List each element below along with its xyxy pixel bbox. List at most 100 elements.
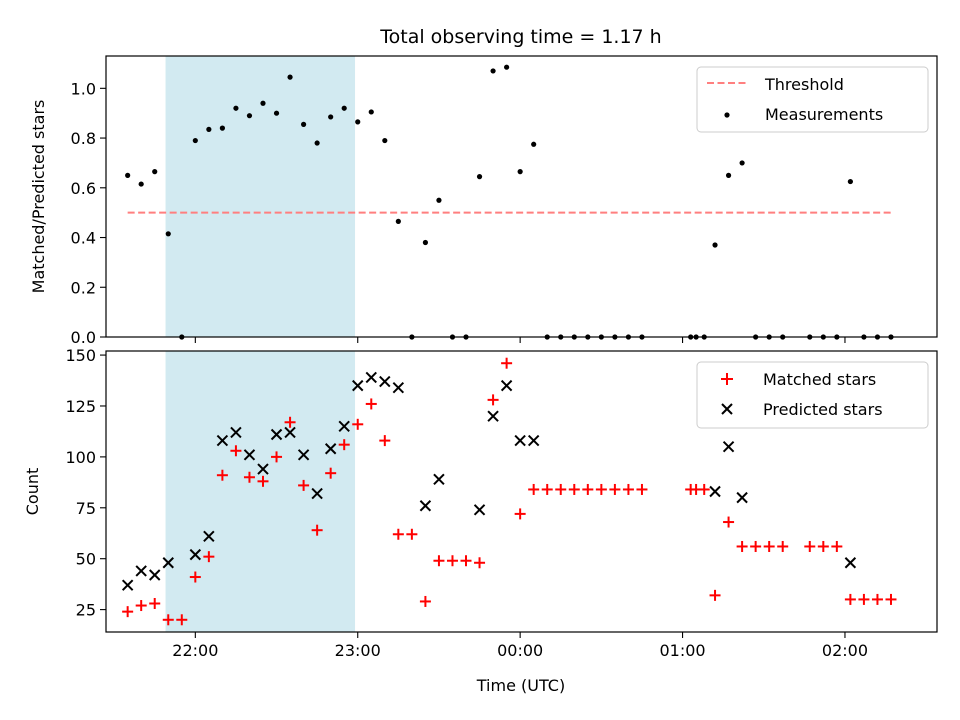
matched-point [406, 528, 418, 540]
matched-point [885, 593, 897, 605]
matched-point [446, 555, 458, 567]
matched-point [203, 551, 215, 563]
y-tick-label: 1.0 [71, 79, 96, 98]
predicted-point [352, 379, 364, 392]
legend-box-bottom [696, 361, 929, 429]
predicted-point [365, 371, 377, 384]
plot-frame-bottom [105, 350, 938, 633]
matched-point [298, 479, 310, 491]
predicted-point [844, 557, 857, 569]
predicted-point [487, 410, 499, 422]
measurement-point [382, 137, 388, 144]
predicted-point [722, 440, 735, 453]
predicted-point [162, 557, 174, 569]
y-tick-label: 0.6 [71, 179, 96, 198]
measurement-point [504, 64, 510, 70]
measurement-point [125, 172, 131, 178]
y-tick-label: 0.4 [71, 229, 96, 248]
y-tick-label: 100 [65, 448, 96, 467]
predicted-point [527, 434, 540, 447]
matched-point [122, 606, 134, 618]
measurement-point [341, 105, 347, 111]
measurement-point [219, 125, 225, 131]
matched-point [487, 394, 499, 406]
matched-point [858, 593, 870, 605]
matched-point [568, 483, 580, 495]
measurement-point [260, 100, 266, 106]
measurement-point [436, 197, 442, 203]
legend-bottom: Matched stars Predicted stars [696, 361, 929, 429]
matched-point [595, 483, 607, 495]
y-axis-label-bottom: Count [23, 468, 42, 516]
y-tick-label: 125 [65, 397, 96, 416]
matched-point [284, 416, 296, 428]
matched-point [698, 483, 710, 495]
matched-point [736, 540, 748, 552]
matched-stars-points [122, 357, 897, 626]
y-axis-ticks-bottom: 25 50 75 100 125 150 [65, 346, 106, 620]
x-tick-label: 22:00 [172, 641, 218, 660]
predicted-point [284, 426, 296, 439]
matched-point [582, 483, 594, 495]
matched-point [636, 483, 648, 495]
legend-predicted-swatch [721, 403, 733, 415]
x-tick-label: 02:00 [822, 641, 868, 660]
measurement-point [246, 113, 253, 119]
predicted-point [736, 491, 748, 504]
measurement-point [355, 119, 361, 125]
predicted-stars-points [121, 371, 857, 591]
matched-point [528, 483, 540, 495]
measurement-point [517, 169, 523, 175]
matched-point [541, 483, 553, 495]
y-axis-ticks-top: 0.0 0.2 0.4 0.6 0.8 1.0 [71, 79, 106, 347]
predicted-point [243, 449, 256, 461]
matched-point [777, 540, 789, 552]
measurement-point [368, 109, 374, 115]
matched-point [162, 614, 174, 626]
x-tick-label: 00:00 [497, 641, 543, 660]
matched-point [804, 540, 816, 552]
plot-frame-top [105, 55, 938, 338]
legend-predicted-label: Predicted stars [763, 400, 883, 419]
matched-point [379, 435, 391, 447]
predicted-point [189, 548, 202, 561]
predicted-point [500, 379, 513, 392]
legend-matched-swatch [721, 373, 733, 385]
legend-matched-label: Matched stars [763, 370, 876, 389]
measurement-point [847, 178, 853, 185]
predicted-point [257, 463, 269, 475]
y-tick-label: 50 [76, 550, 96, 569]
matched-point [257, 475, 269, 487]
predicted-point [338, 420, 350, 433]
legend-threshold-label: Threshold [764, 75, 844, 94]
predicted-point [473, 504, 486, 516]
measurement-point [422, 239, 429, 246]
matched-point [392, 528, 404, 540]
measurement-point [725, 172, 732, 178]
predicted-point [392, 381, 405, 394]
y-tick-label: 0.2 [71, 278, 96, 297]
matched-point [514, 508, 526, 520]
predicted-point [709, 485, 721, 498]
legend-measurements-label: Measurements [765, 105, 883, 124]
matched-point [149, 597, 161, 609]
highlight-band-top [165, 56, 356, 337]
matched-point [311, 524, 323, 536]
measurement-point [206, 126, 212, 132]
matched-point [844, 593, 856, 605]
matched-point [460, 555, 472, 567]
matched-point [622, 483, 634, 495]
highlight-band-bottom [165, 351, 356, 632]
matched-point [135, 600, 147, 612]
predicted-point [216, 434, 229, 447]
measurement-point [328, 114, 334, 120]
predicted-point [270, 428, 283, 441]
measurement-point [138, 181, 144, 187]
predicted-point [121, 579, 134, 591]
predicted-point [514, 434, 526, 447]
predicted-point [230, 426, 242, 439]
matched-point [709, 589, 721, 601]
measurement-point [395, 218, 401, 224]
matched-point [419, 595, 431, 607]
